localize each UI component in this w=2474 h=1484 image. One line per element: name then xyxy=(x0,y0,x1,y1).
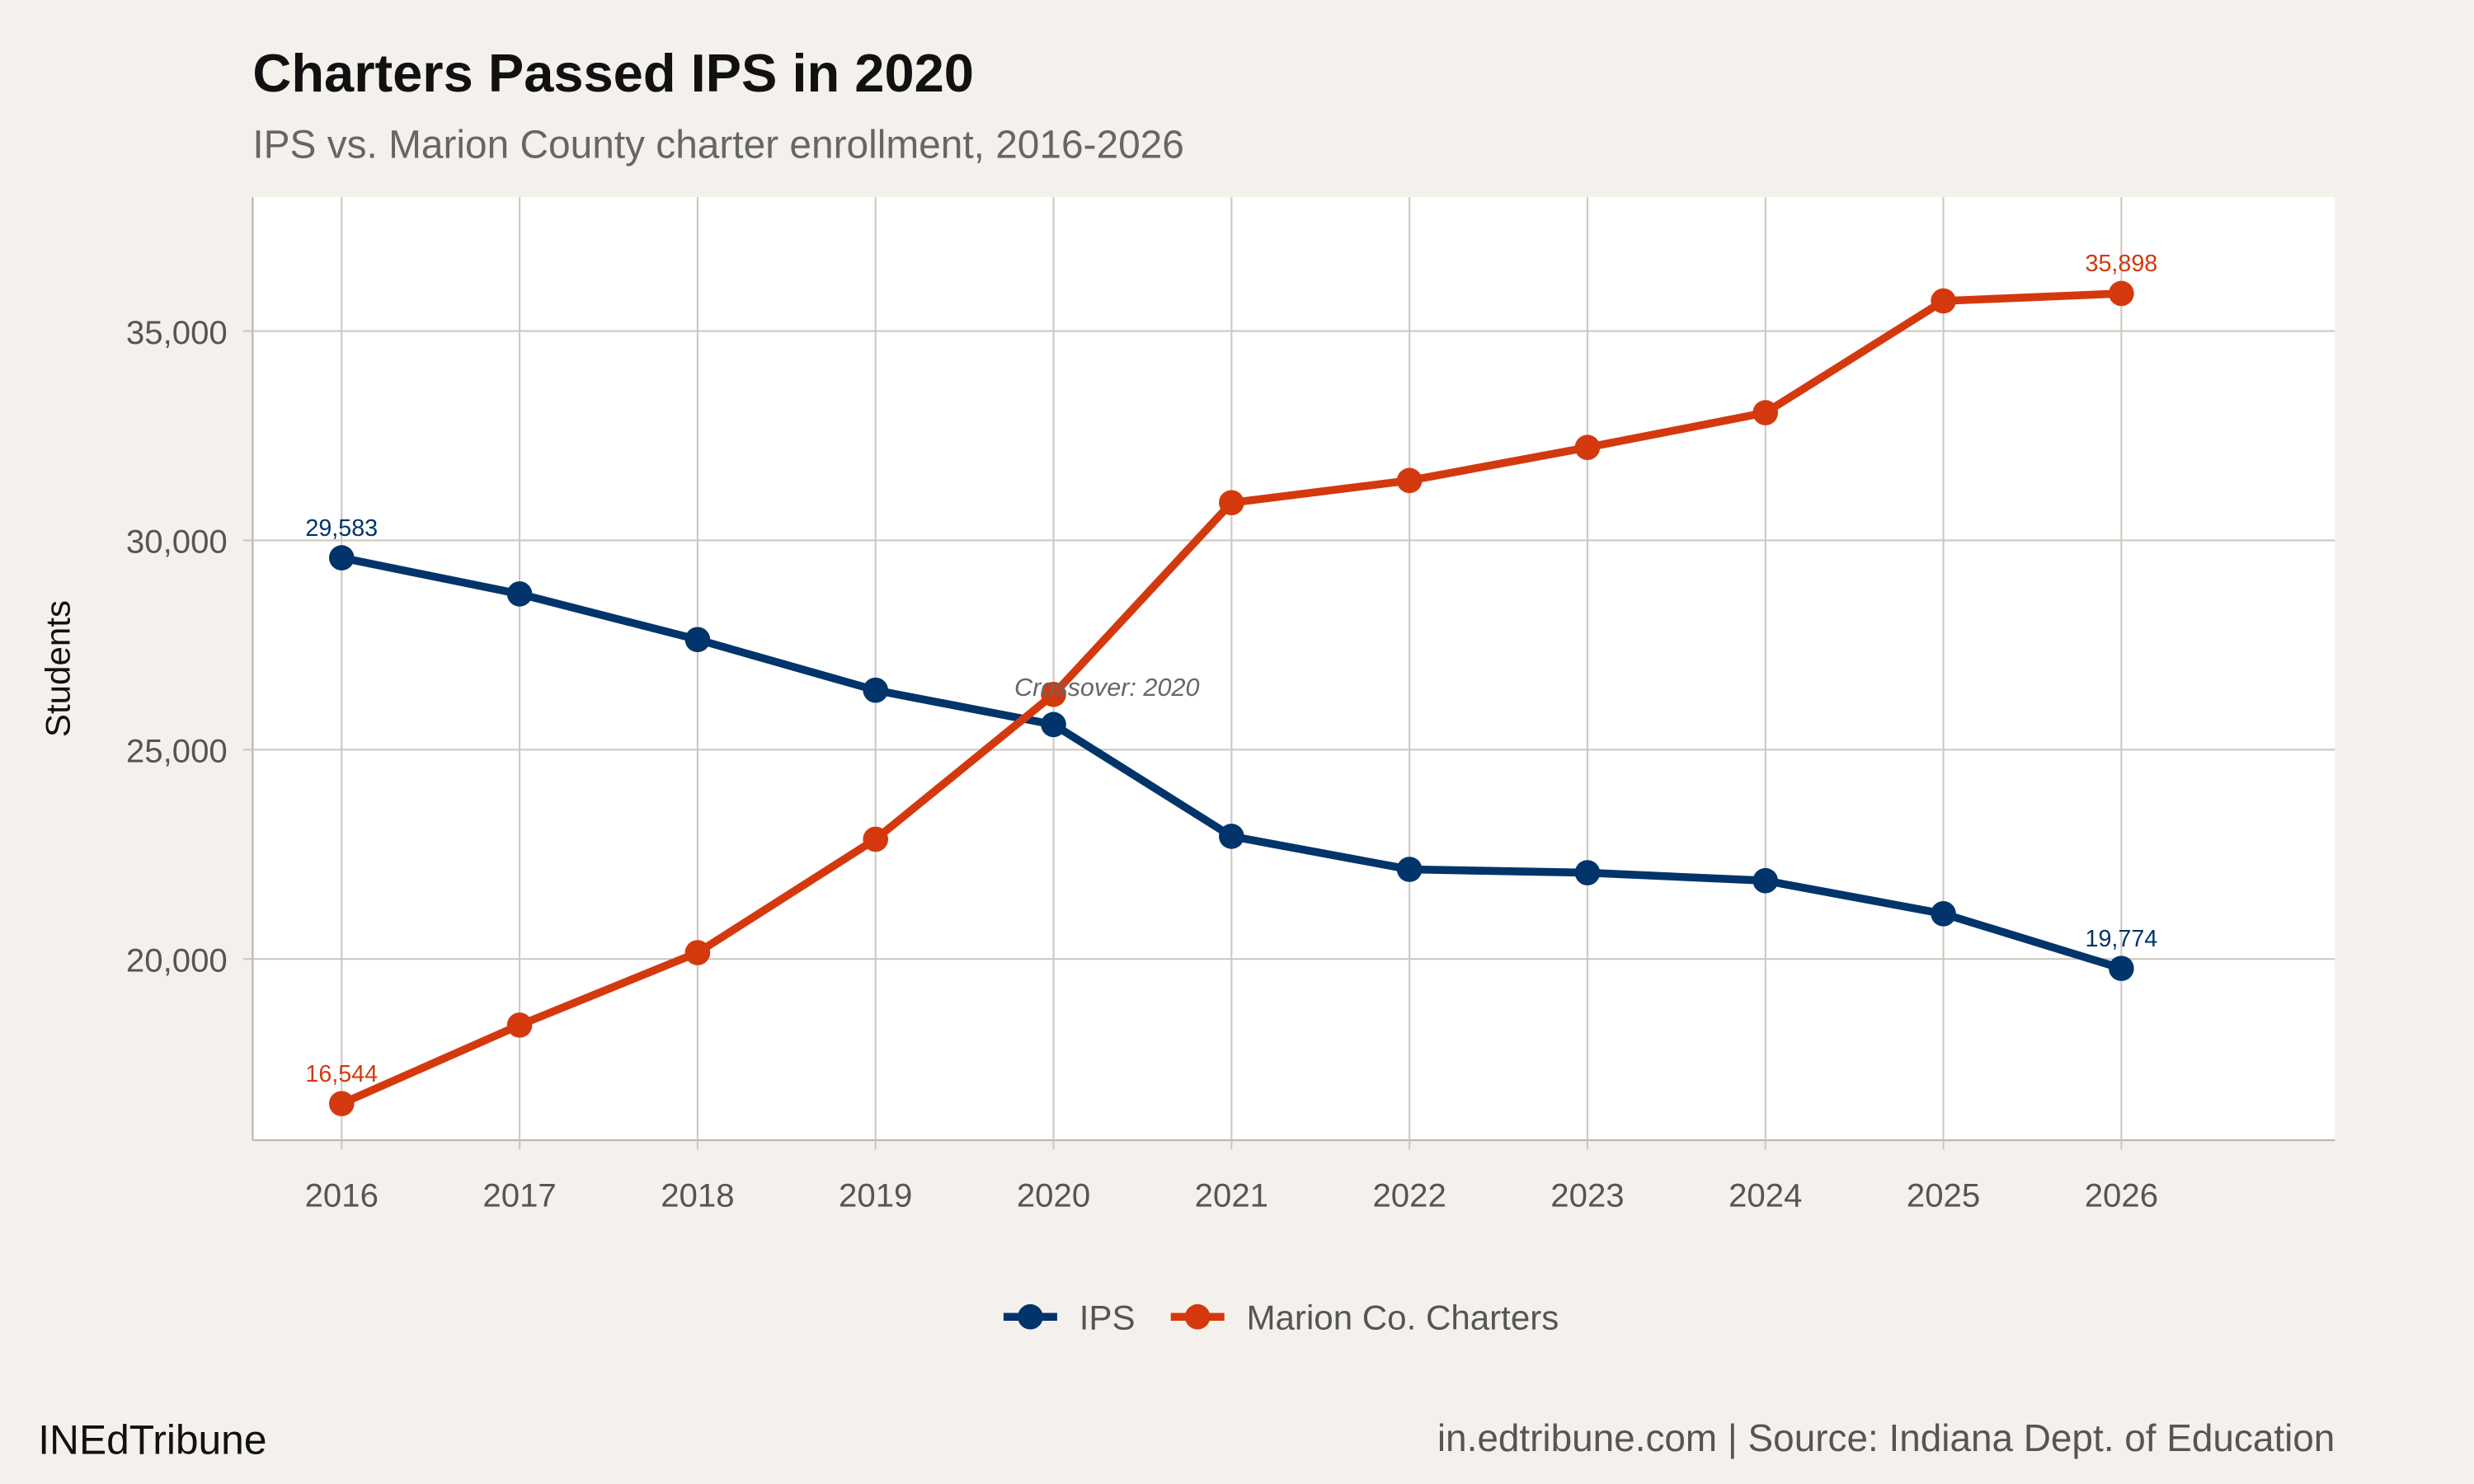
x-tick-label: 2020 xyxy=(1017,1176,1090,1214)
x-tick-label: 2023 xyxy=(1550,1176,1624,1214)
x-tick-label: 2024 xyxy=(1729,1176,1802,1214)
x-tick-label: 2016 xyxy=(305,1176,379,1214)
y-tick-label: 25,000 xyxy=(126,733,228,770)
legend-label: IPS xyxy=(1079,1298,1136,1337)
series-ips: 29,583 19,774 xyxy=(305,515,2157,981)
data-label-end: 19,774 xyxy=(2086,926,2158,952)
data-point xyxy=(684,627,711,653)
data-point xyxy=(863,677,889,703)
x-tick-label: 2019 xyxy=(839,1176,912,1214)
data-point xyxy=(506,581,533,607)
chart-title: Charters Passed IPS in 2020 xyxy=(252,43,974,103)
data-point xyxy=(2109,956,2134,981)
x-tick-label: 2022 xyxy=(1372,1176,1446,1214)
crossover-annotation: Crossover: 2020 xyxy=(1014,674,1199,702)
y-tick-label: 20,000 xyxy=(126,942,228,979)
data-label-end: 35,898 xyxy=(2086,251,2158,277)
y-tick-label: 30,000 xyxy=(126,524,228,561)
data-point xyxy=(1574,860,1601,885)
data-point xyxy=(684,940,711,965)
legend-key-point xyxy=(1184,1303,1211,1330)
data-point xyxy=(1396,467,1423,494)
data-point xyxy=(1219,490,1244,516)
x-tick-label: 2025 xyxy=(1907,1176,1980,1214)
x-tick-label: 2026 xyxy=(2085,1176,2158,1214)
data-point xyxy=(1219,824,1244,849)
legend-label: Marion Co. Charters xyxy=(1246,1298,1559,1337)
data-point xyxy=(1931,288,1956,314)
data-point xyxy=(328,1091,355,1116)
y-axis-label: Students xyxy=(38,600,77,737)
source-caption: in.edtribune.com | Source: Indiana Dept.… xyxy=(1437,1416,2335,1459)
data-point xyxy=(1752,400,1779,425)
data-point xyxy=(863,826,889,852)
x-tick-label: 2018 xyxy=(661,1176,734,1214)
data-point xyxy=(1752,867,1779,894)
y-tick-label: 35,000 xyxy=(126,314,228,351)
data-point xyxy=(1041,711,1066,738)
data-point xyxy=(506,1012,533,1038)
chart-subtitle: IPS vs. Marion County charter enrollment… xyxy=(252,123,1183,167)
legend: IPS Marion Co. Charters xyxy=(1003,1298,1559,1337)
x-tick-label: 2017 xyxy=(482,1176,556,1214)
data-point xyxy=(1931,901,1956,927)
legend-key-point xyxy=(1018,1303,1043,1330)
data-point xyxy=(1041,681,1066,707)
series-charters: 16,544 35,898 xyxy=(305,251,2157,1116)
data-label-start: 29,583 xyxy=(305,515,378,542)
data-point xyxy=(2109,280,2134,307)
plot-panel xyxy=(252,197,2335,1140)
data-point xyxy=(328,545,355,571)
data-point xyxy=(1396,857,1423,882)
brand-logo-text: INEdTribune xyxy=(38,1417,266,1463)
x-tick-label: 2021 xyxy=(1195,1176,1268,1214)
data-point xyxy=(1574,434,1601,461)
data-label-start: 16,544 xyxy=(305,1061,378,1087)
